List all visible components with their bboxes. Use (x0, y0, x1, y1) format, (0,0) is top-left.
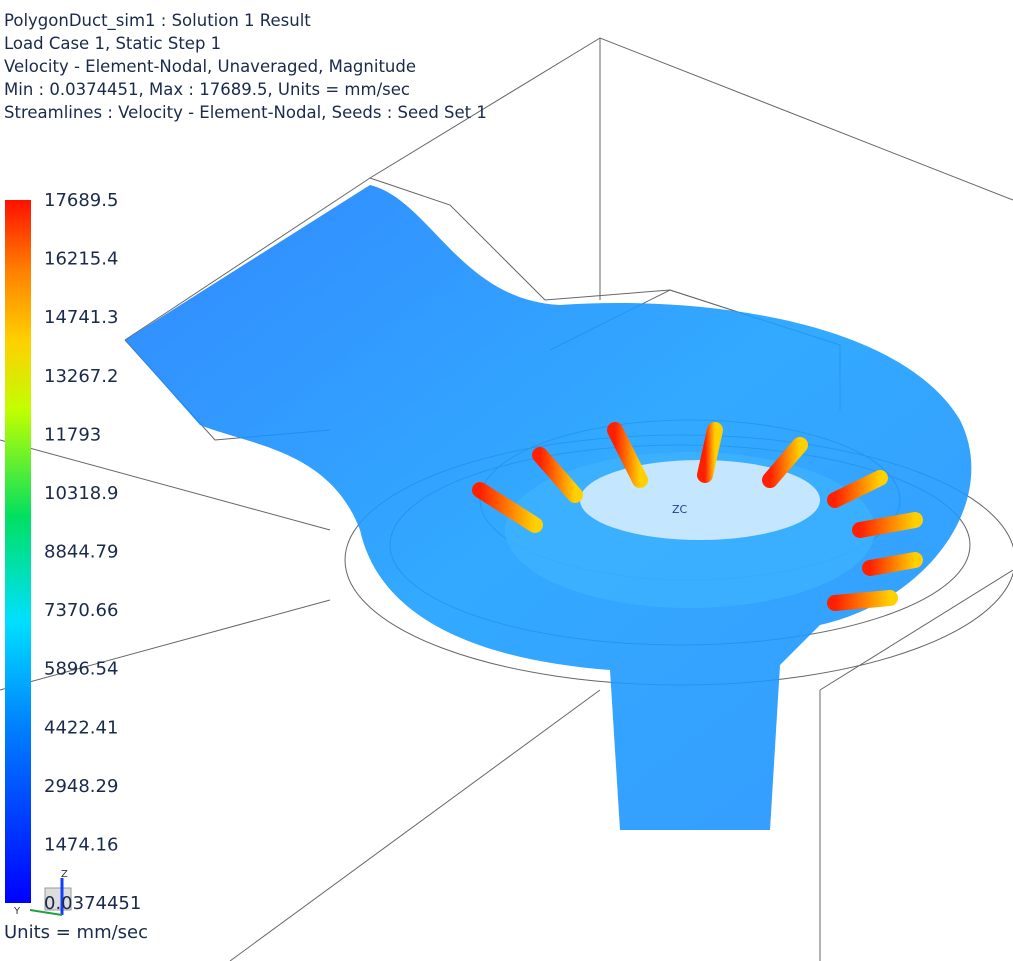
streamlines: ZC (125, 185, 972, 830)
legend-units: Units = mm/sec (4, 922, 148, 943)
header-line: PolygonDuct_sim1 : Solution 1 Result (4, 11, 311, 31)
triad: Z Y (13, 869, 72, 917)
legend-label: 16215.4 (44, 249, 118, 270)
legend-label: 2948.29 (44, 776, 118, 797)
header-line: Velocity - Element-Nodal, Unaveraged, Ma… (4, 57, 416, 76)
legend-label: 11793 (44, 424, 101, 445)
legend-label: 17689.5 (44, 190, 118, 211)
legend-label: 14741.3 (44, 307, 118, 328)
header: PolygonDuct_sim1 : Solution 1 Result Load… (4, 11, 487, 122)
legend-label: 7370.66 (44, 600, 118, 621)
header-line: Min : 0.0374451, Max : 17689.5, Units = … (4, 80, 410, 99)
legend-label: 5896.54 (44, 659, 118, 680)
legend: 17689.5 16215.4 14741.3 13267.2 11793 10318.9… (44, 190, 141, 914)
triad-z: Z (61, 869, 68, 880)
legend-label: 4422.41 (44, 717, 118, 738)
color-bar (5, 200, 31, 903)
legend-label: 10318.9 (44, 483, 118, 504)
legend-label: 8844.79 (44, 542, 118, 563)
legend-label: 13267.2 (44, 366, 118, 387)
center-label: ZC (672, 503, 688, 516)
legend-label: 1474.16 (44, 834, 118, 855)
header-line: Load Case 1, Static Step 1 (4, 34, 221, 53)
header-line: Streamlines : Velocity - Element-Nodal, … (4, 103, 487, 122)
legend-label: 0.0374451 (44, 893, 141, 914)
triad-y: Y (13, 906, 21, 917)
